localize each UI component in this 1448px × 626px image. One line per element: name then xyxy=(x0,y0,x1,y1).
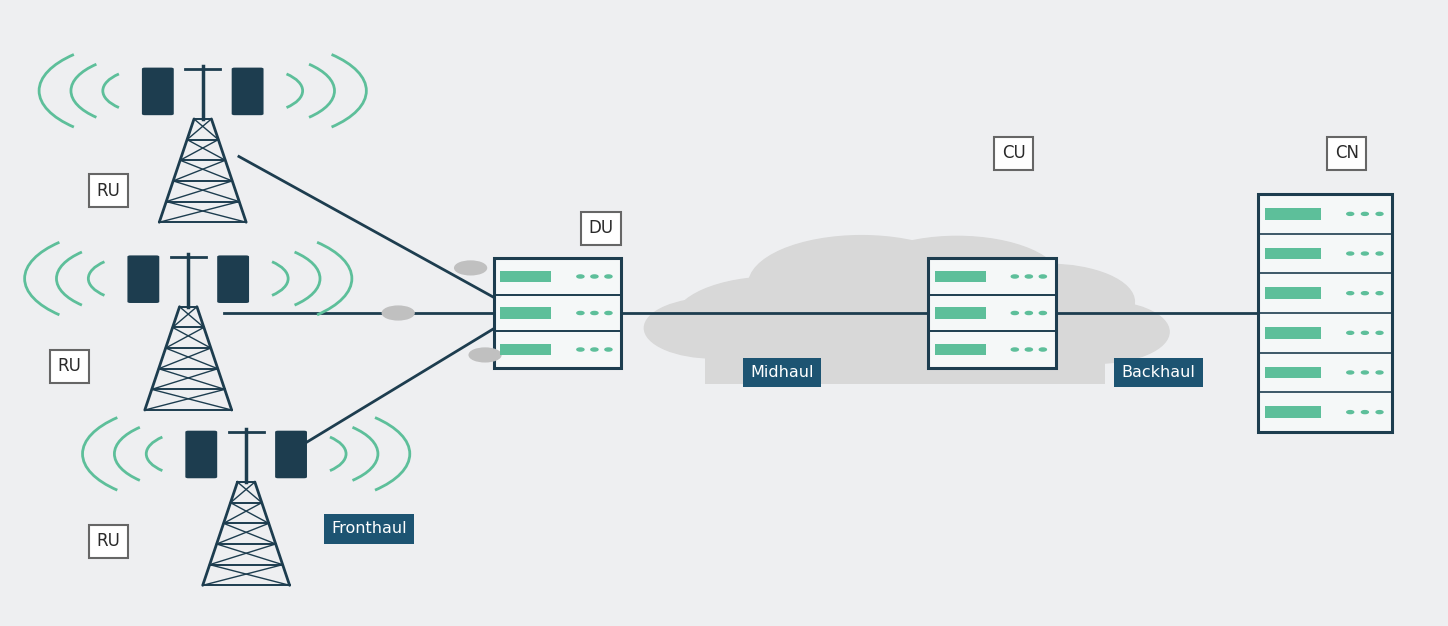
FancyBboxPatch shape xyxy=(127,255,159,303)
FancyBboxPatch shape xyxy=(1266,247,1321,259)
Circle shape xyxy=(1361,252,1368,255)
Circle shape xyxy=(1361,212,1368,215)
Circle shape xyxy=(1361,292,1368,295)
Circle shape xyxy=(1376,212,1383,215)
Circle shape xyxy=(1376,252,1383,255)
FancyBboxPatch shape xyxy=(934,270,986,282)
Circle shape xyxy=(469,348,501,362)
FancyBboxPatch shape xyxy=(500,307,552,319)
Text: DU: DU xyxy=(588,220,614,237)
FancyBboxPatch shape xyxy=(142,68,174,115)
FancyBboxPatch shape xyxy=(705,309,1105,384)
Circle shape xyxy=(1025,275,1032,278)
Circle shape xyxy=(1011,275,1018,278)
FancyBboxPatch shape xyxy=(1266,406,1321,418)
Circle shape xyxy=(1376,331,1383,334)
Circle shape xyxy=(605,312,613,314)
Circle shape xyxy=(1361,411,1368,414)
Circle shape xyxy=(576,275,584,278)
Circle shape xyxy=(591,312,598,314)
Circle shape xyxy=(1025,348,1032,351)
Circle shape xyxy=(1347,212,1354,215)
Text: RU: RU xyxy=(58,357,81,375)
Circle shape xyxy=(1040,312,1047,314)
Circle shape xyxy=(960,264,1134,339)
FancyBboxPatch shape xyxy=(1266,327,1321,339)
FancyBboxPatch shape xyxy=(185,431,217,478)
Text: CU: CU xyxy=(1002,145,1025,162)
Circle shape xyxy=(455,261,487,275)
Circle shape xyxy=(382,306,414,320)
Text: RU: RU xyxy=(97,533,120,550)
FancyBboxPatch shape xyxy=(1258,194,1392,432)
Circle shape xyxy=(1040,275,1047,278)
Circle shape xyxy=(605,348,613,351)
Text: Midhaul: Midhaul xyxy=(750,365,814,380)
Circle shape xyxy=(1347,292,1354,295)
Circle shape xyxy=(1361,371,1368,374)
FancyBboxPatch shape xyxy=(232,68,264,115)
Text: RU: RU xyxy=(97,182,120,200)
Circle shape xyxy=(644,298,783,358)
Circle shape xyxy=(1376,371,1383,374)
Text: Backhaul: Backhaul xyxy=(1121,365,1196,380)
Text: Fronthaul: Fronthaul xyxy=(332,521,407,536)
Circle shape xyxy=(591,275,598,278)
Circle shape xyxy=(1040,348,1047,351)
FancyBboxPatch shape xyxy=(928,259,1056,368)
FancyBboxPatch shape xyxy=(1266,287,1321,299)
FancyBboxPatch shape xyxy=(934,344,986,356)
Circle shape xyxy=(1347,252,1354,255)
FancyBboxPatch shape xyxy=(494,259,621,368)
Circle shape xyxy=(576,348,584,351)
FancyBboxPatch shape xyxy=(1266,208,1321,220)
Circle shape xyxy=(1347,411,1354,414)
Circle shape xyxy=(1011,348,1018,351)
Circle shape xyxy=(1347,331,1354,334)
FancyBboxPatch shape xyxy=(275,431,307,478)
Circle shape xyxy=(576,312,584,314)
Circle shape xyxy=(1361,331,1368,334)
Text: CN: CN xyxy=(1335,145,1358,162)
FancyBboxPatch shape xyxy=(1266,366,1321,378)
Circle shape xyxy=(749,235,975,333)
FancyBboxPatch shape xyxy=(500,270,552,282)
Circle shape xyxy=(1376,411,1383,414)
Circle shape xyxy=(605,275,613,278)
FancyBboxPatch shape xyxy=(934,307,986,319)
FancyBboxPatch shape xyxy=(500,344,552,356)
Circle shape xyxy=(591,348,598,351)
Circle shape xyxy=(673,277,876,364)
Circle shape xyxy=(1011,312,1018,314)
Circle shape xyxy=(1347,371,1354,374)
FancyBboxPatch shape xyxy=(217,255,249,303)
Circle shape xyxy=(1024,300,1169,363)
Circle shape xyxy=(1376,292,1383,295)
Circle shape xyxy=(853,237,1061,327)
Circle shape xyxy=(1025,312,1032,314)
